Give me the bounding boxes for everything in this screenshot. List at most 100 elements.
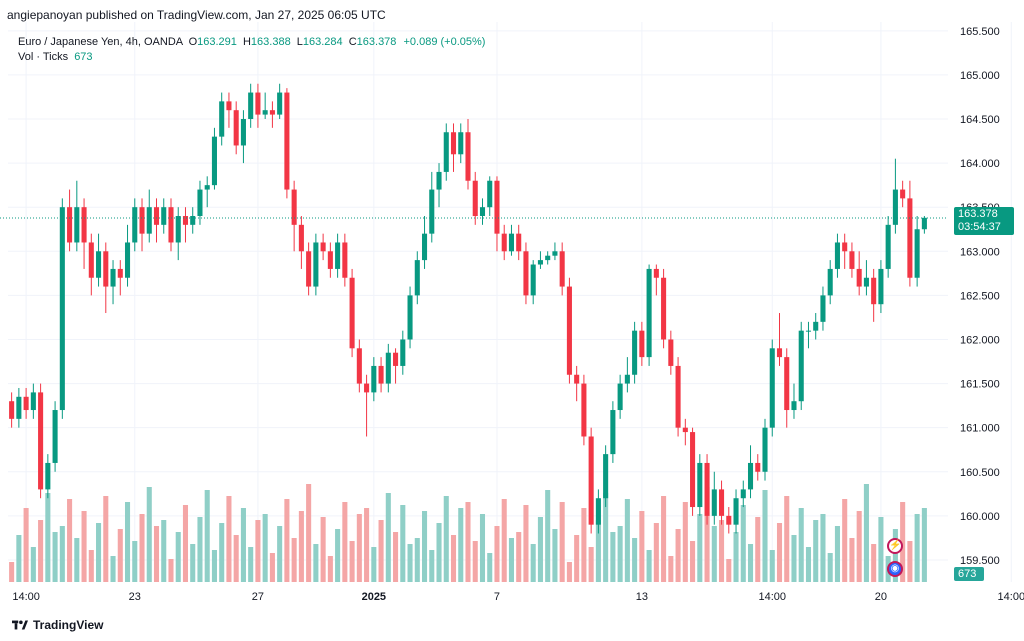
chart-legend: Euro / Japanese Yen, 4h, OANDA O163.291 … — [18, 35, 485, 65]
volume-bar — [842, 499, 848, 582]
volume-bar — [892, 529, 898, 582]
candle — [479, 198, 486, 225]
lightning-icon[interactable]: ⚡ — [887, 538, 903, 554]
candle — [516, 224, 522, 261]
volume-bar — [320, 517, 326, 582]
candle — [153, 198, 160, 243]
candle — [429, 171, 435, 243]
price-tick-label: 164.000 — [960, 158, 1000, 170]
volume-bar — [646, 550, 652, 582]
volume-bar — [632, 538, 638, 582]
candle — [378, 357, 384, 393]
price-tick-label: 164.500 — [960, 114, 1000, 126]
volume-bar — [820, 514, 826, 582]
volume-bar — [378, 520, 384, 582]
candle — [871, 268, 877, 322]
price-axis[interactable]: 165.500165.000164.500164.000163.500163.0… — [960, 26, 1000, 567]
volume-bar — [9, 562, 15, 582]
candle — [900, 180, 906, 208]
price-tick-label: 165.500 — [960, 26, 1000, 38]
candle — [733, 489, 739, 534]
volume-bar — [139, 514, 145, 582]
candle — [690, 427, 696, 516]
candle — [907, 180, 913, 287]
candle — [697, 454, 703, 516]
symbol-title[interactable]: Euro / Japanese Yen, 4h, OANDA — [18, 36, 183, 48]
candle — [255, 83, 261, 128]
price-tick-label: 161.000 — [960, 423, 1000, 435]
candle — [834, 233, 840, 278]
volume-bar — [219, 523, 225, 582]
candle — [566, 277, 572, 384]
volume-bar — [610, 532, 616, 582]
low-label: L — [296, 36, 303, 48]
candle — [74, 180, 80, 252]
candle — [146, 189, 152, 243]
volume-bar — [117, 529, 123, 582]
candle — [168, 198, 174, 252]
volume-bar — [74, 538, 80, 582]
candle — [211, 127, 217, 190]
candle — [458, 123, 464, 164]
candle — [494, 176, 500, 252]
volume-bar — [313, 544, 319, 582]
volume-bar — [595, 520, 601, 582]
volume-bar — [740, 505, 746, 582]
volume-bar — [349, 541, 355, 582]
candle — [769, 339, 775, 437]
volume-bar — [769, 550, 775, 582]
candle — [552, 242, 558, 261]
price-tick-label: 161.500 — [960, 379, 1000, 391]
time-tick-label: 14:00 — [998, 591, 1024, 603]
globe-icon[interactable]: ◉ — [887, 561, 903, 577]
candle — [306, 242, 312, 296]
volume-bar — [175, 532, 181, 582]
volume-bar — [30, 547, 36, 582]
volume-bar — [277, 526, 283, 582]
candle — [508, 224, 514, 256]
volume-bar — [96, 523, 102, 582]
candle — [277, 83, 283, 120]
volume-bar — [182, 505, 189, 582]
volume-bar — [443, 496, 449, 582]
volume-bar — [545, 490, 551, 582]
candle — [661, 268, 667, 349]
candle — [371, 357, 377, 402]
volume-label[interactable]: Vol · Ticks — [18, 51, 69, 63]
candle — [320, 233, 326, 261]
candle — [581, 374, 587, 446]
candle — [668, 330, 674, 375]
change-value: +0.089 (+0.05%) — [403, 36, 486, 48]
volume-bar — [653, 523, 659, 582]
footer-logo[interactable]: TradingView — [12, 618, 103, 632]
candle — [356, 339, 362, 393]
candle — [682, 418, 688, 446]
volume-bar — [204, 490, 210, 582]
candle — [791, 383, 797, 419]
volume-bar — [161, 520, 167, 582]
volume-bar — [422, 511, 428, 582]
volume-bar — [81, 511, 87, 582]
candle — [161, 198, 167, 234]
volume-bar — [784, 496, 790, 582]
close-value: 163.378 — [356, 36, 397, 48]
candle — [559, 242, 565, 296]
candle — [914, 216, 920, 287]
candle — [805, 321, 812, 349]
candle — [400, 330, 406, 375]
candle — [450, 123, 457, 172]
candle — [675, 357, 681, 437]
open-label: O — [188, 36, 198, 48]
volume-bar — [168, 559, 174, 582]
candle — [9, 392, 15, 428]
volume-bar — [856, 511, 862, 582]
volume-bar — [146, 487, 152, 582]
candle — [182, 207, 189, 243]
volume-bar — [248, 547, 254, 582]
volume-bar — [298, 511, 304, 582]
volume-bar — [103, 496, 109, 582]
low-value: 163.284 — [302, 36, 343, 48]
candle — [813, 313, 819, 340]
